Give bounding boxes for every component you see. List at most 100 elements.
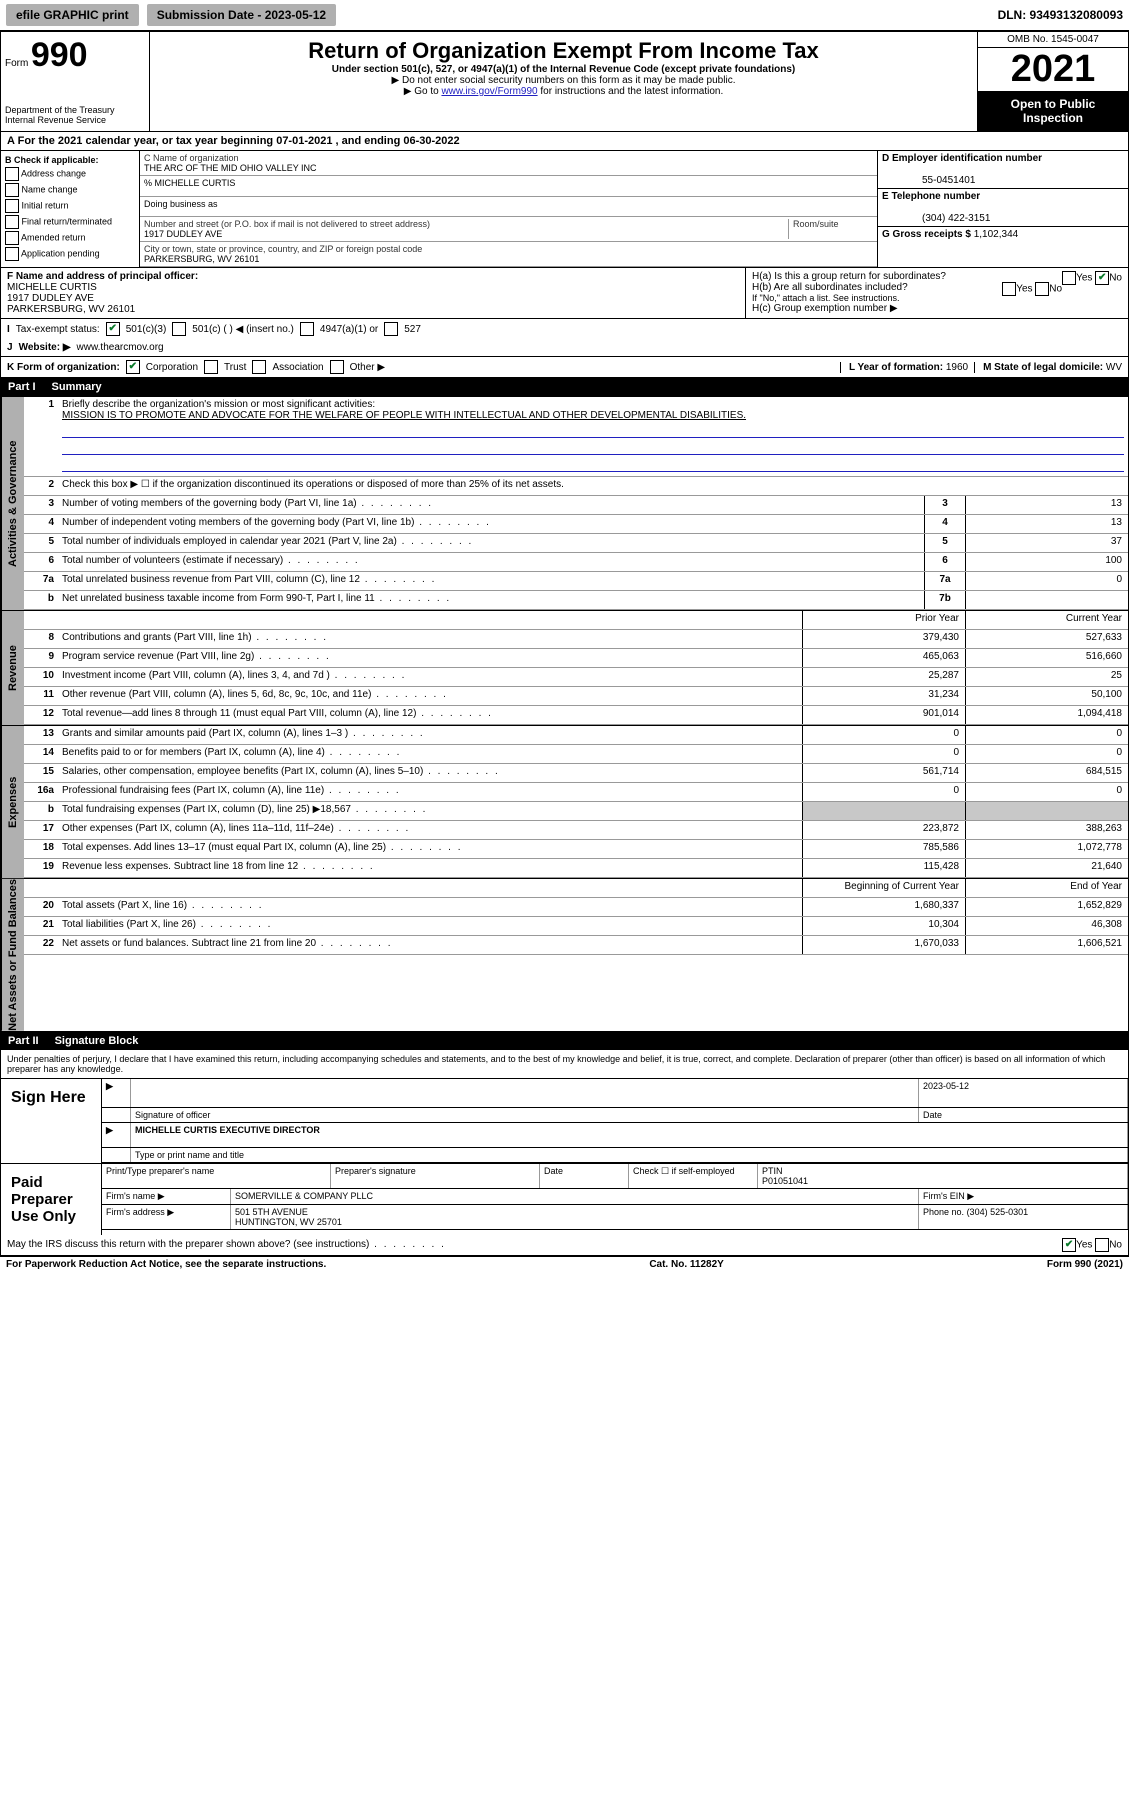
goto-pre: ▶ Go to xyxy=(404,86,442,97)
table-row: 5 Total number of individuals employed i… xyxy=(24,534,1128,553)
part-2-header: Part II Signature Block xyxy=(0,1032,1129,1050)
table-row: 19 Revenue less expenses. Subtract line … xyxy=(24,859,1128,878)
form-of-org-label: K Form of organization: xyxy=(7,362,120,373)
table-row: 18 Total expenses. Add lines 13–17 (must… xyxy=(24,840,1128,859)
table-row: 16a Professional fundraising fees (Part … xyxy=(24,783,1128,802)
table-row: 4 Number of independent voting members o… xyxy=(24,515,1128,534)
mission-text: MISSION IS TO PROMOTE AND ADVOCATE FOR T… xyxy=(62,410,746,421)
dln: DLN: 93493132080093 xyxy=(998,8,1123,22)
q2-num: 2 xyxy=(24,477,58,495)
cat-no: Cat. No. 11282Y xyxy=(649,1259,723,1270)
self-employed-check[interactable]: Check ☐ if self-employed xyxy=(629,1164,758,1188)
open-to-public: Open to Public Inspection xyxy=(978,91,1128,131)
table-row: 14 Benefits paid to or for members (Part… xyxy=(24,745,1128,764)
cb-other[interactable] xyxy=(330,360,344,374)
irs-link[interactable]: www.irs.gov/Form990 xyxy=(441,86,537,97)
street-label: Number and street (or P.O. box if mail i… xyxy=(144,219,430,229)
table-row: 15 Salaries, other compensation, employe… xyxy=(24,764,1128,783)
cb-trust[interactable] xyxy=(204,360,218,374)
officer-name: MICHELLE CURTIS xyxy=(7,282,97,293)
cb-association[interactable] xyxy=(252,360,266,374)
form-title: Return of Organization Exempt From Incom… xyxy=(156,38,971,64)
officer-addr1: 1917 DUDLEY AVE xyxy=(7,293,94,304)
form-subtitle: Under section 501(c), 527, or 4947(a)(1)… xyxy=(156,64,971,75)
ha-yes[interactable] xyxy=(1062,271,1076,285)
paperwork-notice: For Paperwork Reduction Act Notice, see … xyxy=(6,1259,326,1270)
firm-phone: (304) 525-0301 xyxy=(967,1207,1029,1217)
street-value: 1917 DUDLEY AVE xyxy=(144,229,222,239)
tax-exempt-label: Tax-exempt status: xyxy=(16,324,100,335)
cb-corporation[interactable] xyxy=(126,360,140,374)
top-bar: efile GRAPHIC print Submission Date - 20… xyxy=(0,0,1129,32)
state-domicile: WV xyxy=(1106,362,1122,373)
prep-date-label: Date xyxy=(540,1164,629,1188)
city-value: PARKERSBURG, WV 26101 xyxy=(144,254,259,264)
box-b-label: B Check if applicable: xyxy=(5,155,135,165)
discuss-no[interactable] xyxy=(1095,1238,1109,1252)
hb-yes[interactable] xyxy=(1002,282,1016,296)
tax-year: 2021 xyxy=(978,48,1128,91)
form-word: Form xyxy=(5,58,28,69)
firm-addr2: HUNTINGTON, WV 25701 xyxy=(235,1217,342,1227)
part-1-header: Part I Summary xyxy=(0,378,1129,396)
penalties-text: Under penalties of perjury, I declare th… xyxy=(1,1050,1128,1078)
org-name: THE ARC OF THE MID OHIO VALLEY INC xyxy=(144,163,317,173)
table-row: 7a Total unrelated business revenue from… xyxy=(24,572,1128,591)
officer-name-title: MICHELLE CURTIS EXECUTIVE DIRECTOR xyxy=(131,1123,1128,1147)
ha-no[interactable] xyxy=(1095,271,1109,285)
sig-officer-label: Signature of officer xyxy=(131,1108,919,1122)
ein-label: D Employer identification number xyxy=(882,153,1042,164)
sig-date-label: Date xyxy=(919,1108,1128,1122)
gross-receipts-label: G Gross receipts $ xyxy=(882,229,971,240)
table-row: 22 Net assets or fund balances. Subtract… xyxy=(24,936,1128,955)
cb-final-return[interactable]: Final return/terminated xyxy=(5,215,135,229)
cb-address-change[interactable]: Address change xyxy=(5,167,135,181)
cb-4947[interactable] xyxy=(300,322,314,336)
table-row: 11 Other revenue (Part VIII, column (A),… xyxy=(24,687,1128,706)
cb-501c3[interactable] xyxy=(106,322,120,336)
hb-no[interactable] xyxy=(1035,282,1049,296)
ptin-value: P01051041 xyxy=(762,1176,808,1186)
efile-print-button[interactable]: efile GRAPHIC print xyxy=(6,4,139,26)
hb-hint: If "No," attach a list. See instructions… xyxy=(752,293,1122,303)
cb-amended-return[interactable]: Amended return xyxy=(5,231,135,245)
firm-name-label: Firm's name ▶ xyxy=(102,1189,231,1204)
line-a-tax-year: A For the 2021 calendar year, or tax yea… xyxy=(0,132,1129,151)
arrow-icon: ▶ xyxy=(102,1079,131,1107)
phone-value: (304) 422-3151 xyxy=(882,213,990,224)
paid-preparer-label: Paid Preparer Use Only xyxy=(1,1164,102,1235)
discuss-yes[interactable] xyxy=(1062,1238,1076,1252)
phone-label: E Telephone number xyxy=(882,191,980,202)
cb-app-pending[interactable]: Application pending xyxy=(5,247,135,261)
cb-527[interactable] xyxy=(384,322,398,336)
ssn-warning: ▶ Do not enter social security numbers o… xyxy=(156,75,971,86)
care-of: % MICHELLE CURTIS xyxy=(140,176,877,197)
discuss-text: May the IRS discuss this return with the… xyxy=(7,1239,446,1250)
goto-post: for instructions and the latest informat… xyxy=(540,86,723,97)
table-row: 21 Total liabilities (Part X, line 26) 1… xyxy=(24,917,1128,936)
table-row: 17 Other expenses (Part IX, column (A), … xyxy=(24,821,1128,840)
year-formation-label: L Year of formation: xyxy=(849,362,943,373)
table-row: b Total fundraising expenses (Part IX, c… xyxy=(24,802,1128,821)
table-row: 9 Program service revenue (Part VIII, li… xyxy=(24,649,1128,668)
website-label: Website: ▶ xyxy=(19,342,71,353)
cb-initial-return[interactable]: Initial return xyxy=(5,199,135,213)
beginning-year-header: Beginning of Current Year xyxy=(802,879,965,897)
ha-label: H(a) Is this a group return for subordin… xyxy=(752,271,946,282)
cb-name-change[interactable]: Name change xyxy=(5,183,135,197)
prior-year-header: Prior Year xyxy=(802,611,965,629)
name-title-label: Type or print name and title xyxy=(131,1148,1128,1162)
cb-501c[interactable] xyxy=(172,322,186,336)
hb-label: H(b) Are all subordinates included? xyxy=(752,282,908,293)
gross-receipts-value: 1,102,344 xyxy=(974,229,1019,240)
side-governance: Activities & Governance xyxy=(1,397,24,610)
current-year-header: Current Year xyxy=(965,611,1128,629)
org-name-label: C Name of organization xyxy=(144,153,239,163)
ptin-label: PTIN xyxy=(762,1166,783,1176)
q2-text: Check this box ▶ ☐ if the organization d… xyxy=(58,477,1128,495)
form-number: 990 xyxy=(31,36,88,74)
firm-ein-label: Firm's EIN ▶ xyxy=(919,1189,1128,1204)
table-row: 3 Number of voting members of the govern… xyxy=(24,496,1128,515)
website-value: www.thearcmov.org xyxy=(77,342,164,353)
firm-addr-label: Firm's address ▶ xyxy=(102,1205,231,1229)
